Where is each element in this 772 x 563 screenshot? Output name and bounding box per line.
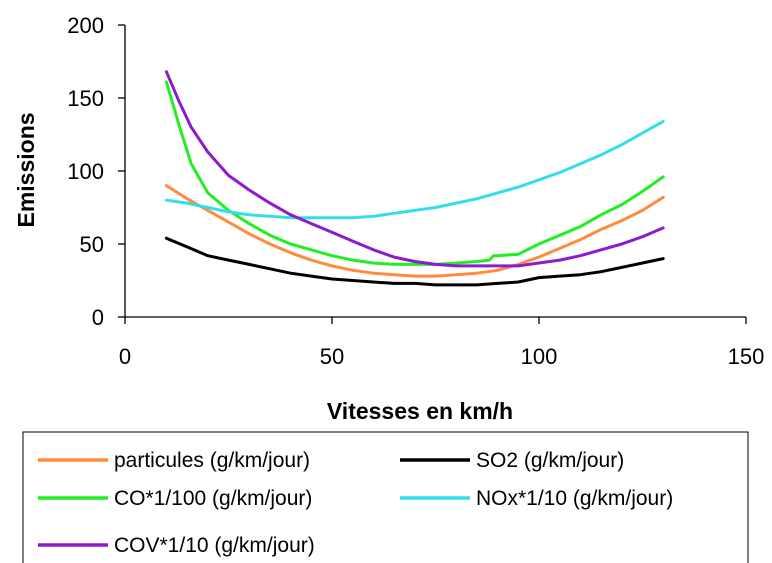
series-line-5 [164,70,665,268]
x-tick-label: 0 [119,344,131,369]
legend-box [22,431,749,563]
series-line-4 [164,119,665,220]
y-axis-title: Emissions [13,112,39,227]
series-line-1 [164,184,665,278]
y-tick-label: 100 [67,159,104,184]
series-line-2 [164,236,665,287]
x-axis-title: Vitesses en km/h [327,398,513,424]
axes: 0 50 100 150 200 0 50 100 150 [67,13,764,369]
legend-label: COV*1/10 (g/km/jour) [114,534,315,557]
x-tick-label: 150 [728,344,765,369]
y-tick-label: 0 [92,305,104,330]
legend-label: CO*1/100 (g/km/jour) [114,487,312,510]
y-tick-label: 150 [67,86,104,111]
legend-label: particules (g/km/jour) [114,449,310,472]
x-tick-label: 50 [320,344,344,369]
legend-label: NOx*1/10 (g/km/jour) [476,487,673,510]
y-tick-label: 200 [67,13,104,38]
y-tick-label: 50 [80,232,104,257]
legend-label: SO2 (g/km/jour) [476,449,624,472]
series-layer [164,70,665,287]
legend: particules (g/km/jour) SO2 (g/km/jour) CO*… [22,431,749,563]
x-tick-label: 100 [521,344,558,369]
